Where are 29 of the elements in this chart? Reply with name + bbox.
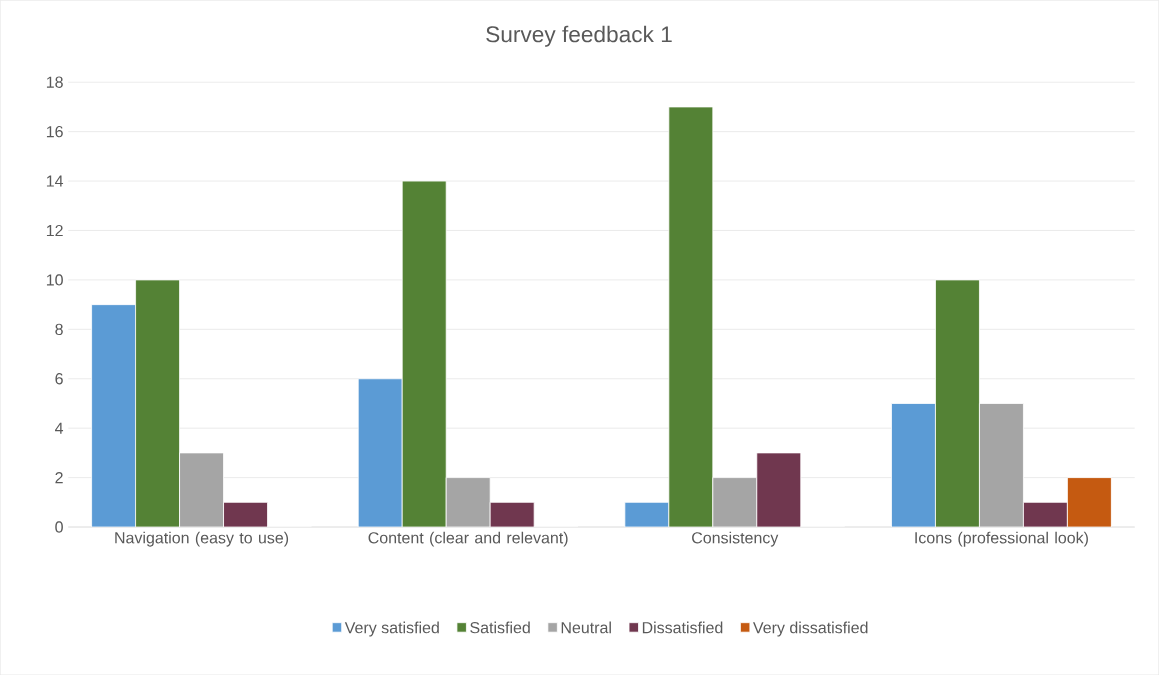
x-tick-label: Navigation (easy to use)	[115, 531, 289, 547]
x-tick-label: Consistency	[692, 531, 779, 547]
y-tick-label: 14	[46, 175, 64, 187]
bar	[1067, 477, 1112, 527]
bar	[756, 452, 802, 527]
x-tick-label: Content (clear and relevant)	[368, 531, 568, 547]
bar	[489, 501, 535, 527]
y-tick-label: 12	[46, 224, 63, 236]
y-tick-label: 18	[46, 76, 63, 88]
y-tick-label: 10	[46, 274, 63, 286]
legend-label: Neutral	[561, 621, 611, 634]
y-tick-label: 4	[55, 422, 64, 434]
legend-label: Satisfied	[470, 621, 530, 634]
bar	[223, 501, 268, 527]
bar	[1023, 501, 1068, 527]
y-tick-label: 16	[46, 125, 63, 138]
bar	[179, 452, 224, 527]
y-tick-label: 8	[55, 323, 63, 335]
y-tick-label: 6	[55, 372, 63, 385]
x-tick-label: Icons (professional look)	[915, 531, 1088, 547]
y-tick-label: 0	[55, 521, 63, 533]
y-tick-label: 2	[55, 471, 63, 484]
legend-label: Dissatisfied	[642, 621, 723, 634]
bar	[979, 402, 1024, 527]
bar	[712, 477, 758, 527]
legend-label: Very dissatisfied	[753, 621, 868, 637]
legend-label: Very satisfied	[344, 621, 439, 637]
bar	[445, 477, 491, 527]
chart-title: Survey feedback 1	[486, 25, 672, 47]
